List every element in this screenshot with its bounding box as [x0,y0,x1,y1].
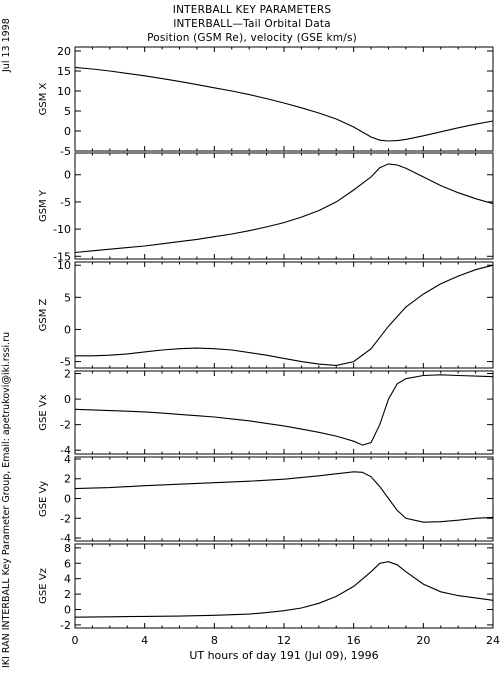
y-tick-label: -4 [60,532,71,545]
y-tick-label: -5 [60,145,71,158]
y-tick-label: 2 [64,368,71,381]
y-tick-label: 8 [64,542,71,555]
y-tick-label: 6 [64,557,71,570]
panel-frame [74,46,494,152]
y-tick-label: 15 [57,65,71,78]
y-tick-label: -5 [60,356,71,369]
y-tick-label: -2 [60,419,71,432]
y-tick-label: 0 [64,125,71,138]
title-line-1: INTERBALL KEY PARAMETERS [172,4,332,16]
y-axis-label: GSE Vy [38,481,49,517]
panel-frame [74,370,494,455]
y-tick-label: -5 [60,196,71,209]
y-tick-label: 10 [57,85,71,98]
x-tick-label: 16 [347,634,361,647]
y-axis-label: GSE Vx [38,394,49,430]
title-line-3: Position (GSM Re), velocity (GSE km/s) [147,32,357,44]
y-tick-label: 5 [64,105,71,118]
series-line-gsm-x [74,66,494,142]
y-tick-label: 4 [64,573,71,586]
series-line-gsm-z [75,264,494,366]
y-axis-label: GSE Vz [38,568,49,604]
y-tick-label: 10 [57,259,71,272]
panel-frame [74,261,494,369]
x-tick-label: 4 [141,634,148,647]
y-tick-label: 2 [64,588,71,601]
x-tick-label: 24 [486,634,500,647]
title-line-2: INTERBALL—Tail Orbital Data [173,18,331,30]
x-tick-label: 20 [416,634,430,647]
y-tick-label: 0 [64,393,71,406]
series-line-gsm-y [74,163,494,254]
x-tick-label: 8 [211,634,218,647]
panel-frame [74,152,494,260]
y-tick-label: 2 [64,473,71,486]
y-tick-label: 0 [64,493,71,506]
y-tick-label: 0 [64,323,71,336]
y-axis-label: GSM X [38,82,49,115]
y-tick-label: 20 [57,45,71,58]
y-axis-label: GSM Z [38,298,49,331]
y-tick-label: 5 [64,291,71,304]
y-tick-label: -2 [60,619,71,632]
panel-frame [74,543,494,629]
y-tick-label: -2 [60,512,71,525]
y-tick-label: -4 [60,444,71,457]
x-tick-label: 12 [277,634,291,647]
series-line-gse-vx [74,374,494,446]
series-line-gse-vy [74,471,494,523]
y-tick-label: 0 [64,169,71,182]
y-tick-label: -10 [53,223,71,236]
y-axis-label: GSM Y [38,189,49,222]
y-tick-label: 0 [64,604,71,617]
x-tick-label: 0 [72,634,79,647]
y-tick-label: 4 [64,453,71,466]
panel-frame [74,456,494,542]
y-tick-label: -15 [53,250,71,263]
series-line-gse-vz [74,561,494,618]
x-axis-label: UT hours of day 191 (Jul 09), 1996 [189,649,378,662]
